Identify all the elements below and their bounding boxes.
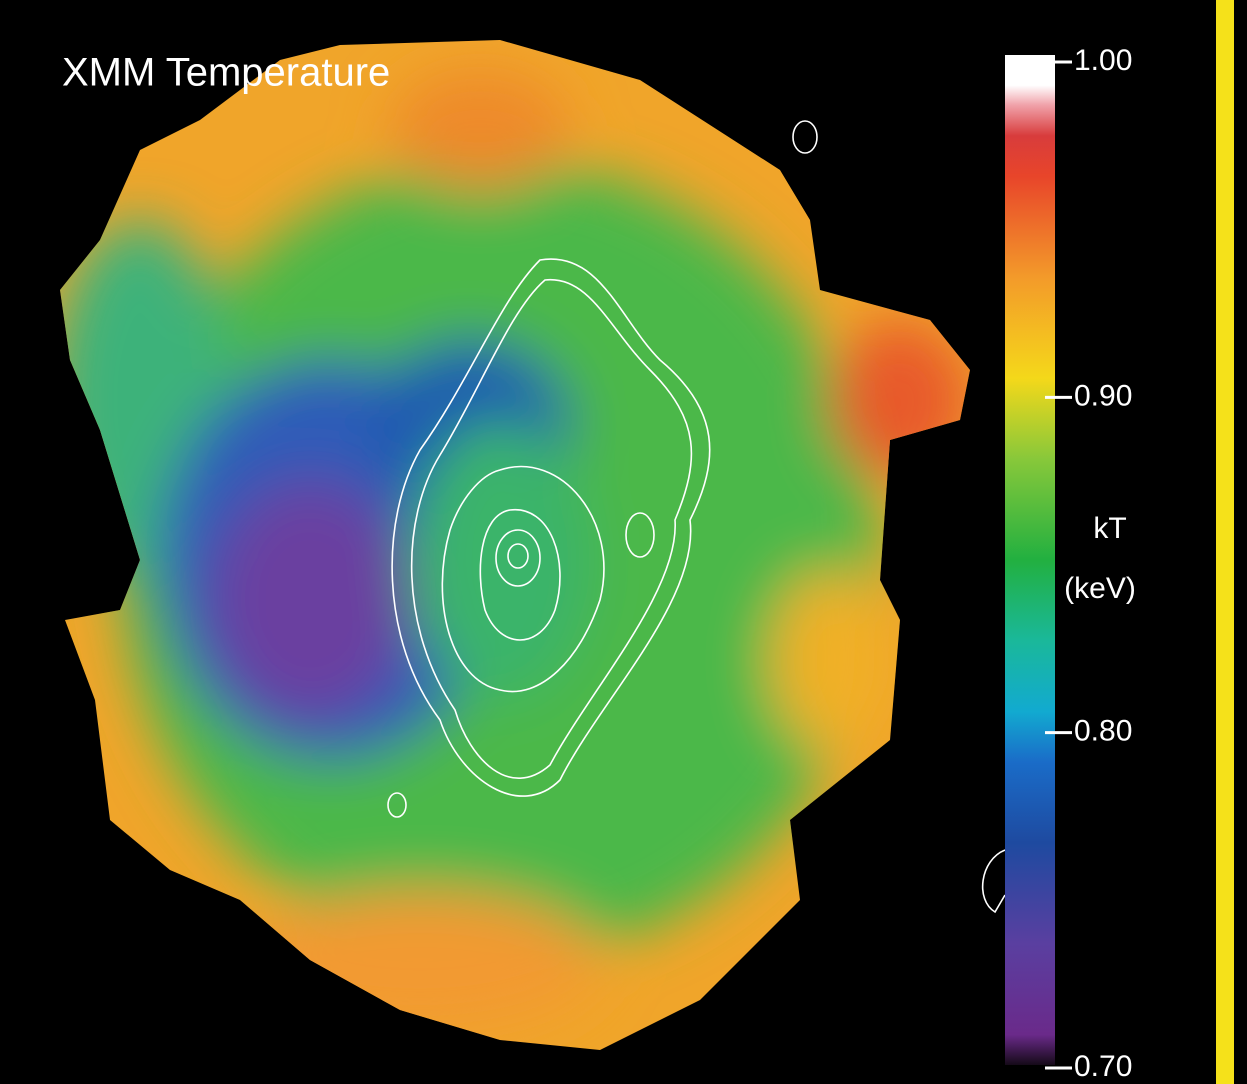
- side-bar: [1216, 0, 1234, 1084]
- tick-label: 1.00: [1074, 44, 1132, 77]
- colorbar: [1005, 55, 1055, 1065]
- colorbar-label: kT: [1093, 512, 1126, 545]
- map-title: XMM Temperature: [62, 51, 390, 95]
- tick-label: 0.70: [1074, 1050, 1132, 1083]
- page: XMM Temperature kT (keV) 1.00 0.90 0.80 0.7…: [0, 0, 1247, 1084]
- tick-label: 0.80: [1074, 715, 1132, 748]
- tick-label: 0.90: [1074, 379, 1132, 412]
- figure: XMM Temperature kT (keV) 1.00 0.90 0.80 0.7…: [0, 0, 1247, 1084]
- colorbar-unit: (keV): [1064, 572, 1136, 605]
- temperature-map: [50, 30, 990, 1070]
